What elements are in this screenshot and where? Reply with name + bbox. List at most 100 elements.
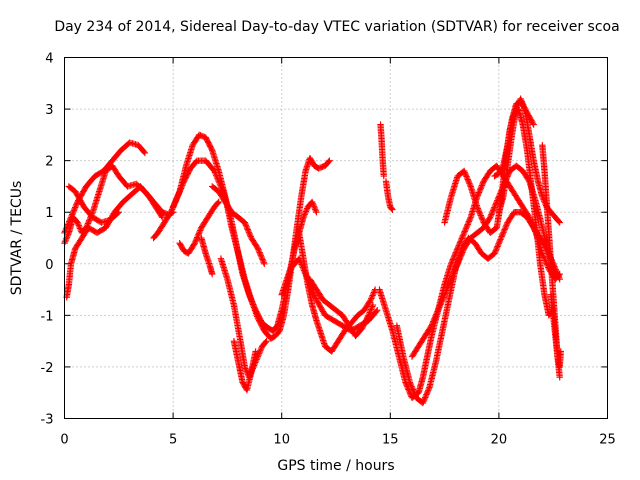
data-point xyxy=(300,267,308,274)
data-point xyxy=(490,205,497,213)
data-point xyxy=(449,256,457,263)
data-point xyxy=(425,385,433,393)
data-point xyxy=(305,279,313,286)
data-point xyxy=(557,348,565,355)
data-point xyxy=(465,177,472,185)
data-point xyxy=(432,312,439,320)
data-point xyxy=(433,311,440,318)
data-point xyxy=(452,266,459,273)
data-point xyxy=(261,260,268,267)
data-point xyxy=(463,173,470,180)
data-point xyxy=(476,210,484,218)
data-point xyxy=(246,230,253,237)
data-point xyxy=(304,276,311,283)
data-point xyxy=(457,238,464,245)
data-point xyxy=(431,315,438,322)
data-point xyxy=(486,215,493,222)
data-point xyxy=(208,145,215,153)
data-point xyxy=(305,277,312,284)
x-tick-label: 25 xyxy=(599,433,616,448)
data-point xyxy=(447,260,455,267)
data-point xyxy=(306,280,313,287)
data-point xyxy=(256,250,264,258)
series-track-4 xyxy=(65,183,122,226)
data-point xyxy=(477,212,484,219)
data-point xyxy=(436,304,443,311)
data-point xyxy=(520,102,527,110)
data-point xyxy=(296,256,303,264)
data-point xyxy=(311,292,318,299)
data-point xyxy=(370,289,378,296)
data-point xyxy=(298,261,305,268)
data-point xyxy=(388,205,395,212)
data-point xyxy=(406,379,414,386)
data-point xyxy=(208,270,216,278)
data-point xyxy=(256,249,263,256)
data-point xyxy=(243,223,250,230)
data-point xyxy=(494,241,502,249)
data-point xyxy=(448,274,455,282)
data-point xyxy=(452,264,460,272)
data-point xyxy=(262,338,269,346)
data-point xyxy=(441,291,448,298)
y-tick-label: -1 xyxy=(41,309,54,324)
data-point xyxy=(411,391,419,399)
data-point xyxy=(422,392,430,400)
data-point xyxy=(513,105,520,113)
data-point xyxy=(312,293,319,301)
data-point xyxy=(259,257,267,265)
series-track-14 xyxy=(278,255,381,335)
x-tick-label: 5 xyxy=(169,433,177,448)
data-point xyxy=(367,306,375,313)
data-point xyxy=(307,281,314,289)
data-point xyxy=(457,252,465,259)
data-point xyxy=(367,296,374,304)
data-point xyxy=(310,289,317,296)
data-point xyxy=(440,292,448,300)
series-track-11 xyxy=(208,183,268,267)
data-point xyxy=(255,246,262,253)
data-point xyxy=(420,398,427,405)
data-point xyxy=(258,253,265,260)
data-point xyxy=(297,258,304,265)
data-point xyxy=(519,99,526,107)
series-track-24 xyxy=(547,291,565,371)
y-axis-label: SDTVAR / TECUs xyxy=(9,181,25,296)
data-point xyxy=(539,195,547,202)
series-track-9 xyxy=(217,255,270,381)
data-point xyxy=(454,260,461,267)
data-point xyxy=(466,180,473,187)
data-point xyxy=(369,292,376,299)
x-tick-label: 15 xyxy=(382,433,399,448)
data-point xyxy=(478,213,485,221)
data-point xyxy=(460,246,467,253)
data-point xyxy=(453,263,460,270)
data-point xyxy=(519,101,527,108)
data-point xyxy=(502,223,510,230)
data-point xyxy=(171,199,179,207)
data-point xyxy=(487,214,494,221)
data-point xyxy=(462,171,470,179)
data-point xyxy=(169,203,177,211)
data-point xyxy=(253,243,261,251)
data-point xyxy=(500,227,508,235)
data-point xyxy=(488,209,496,217)
data-point xyxy=(456,256,463,263)
data-point xyxy=(539,251,547,259)
data-point xyxy=(476,209,483,216)
data-point xyxy=(462,225,470,232)
data-point xyxy=(411,390,418,397)
data-point xyxy=(242,366,250,374)
data-point xyxy=(302,270,309,277)
data-point xyxy=(458,250,465,258)
data-point xyxy=(457,253,464,260)
data-point xyxy=(257,346,265,353)
data-point xyxy=(556,374,563,381)
data-point xyxy=(555,274,563,282)
data-point xyxy=(555,218,563,225)
data-point xyxy=(462,226,469,234)
data-point xyxy=(501,226,508,233)
data-point xyxy=(246,231,254,239)
data-point xyxy=(194,232,201,240)
data-point xyxy=(64,232,71,239)
